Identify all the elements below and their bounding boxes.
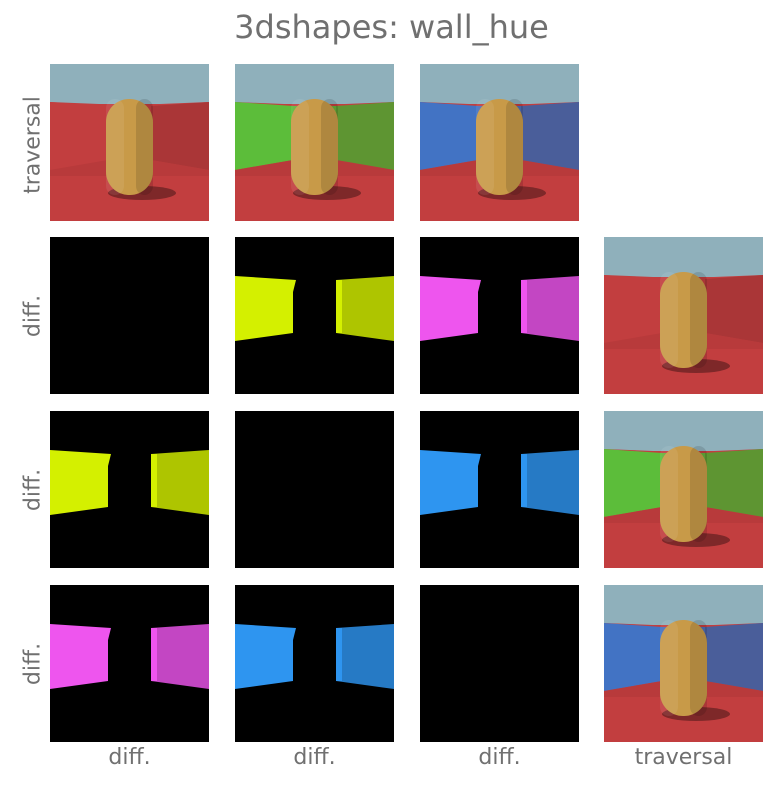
- diff-image-r1-c2: [420, 237, 579, 394]
- diff-image-r1-c1: [235, 237, 394, 394]
- diff-image-r3-c0: [50, 585, 209, 742]
- col-label-2: diff.: [478, 745, 521, 770]
- diff-image-blank-r2-c1: [235, 411, 394, 568]
- diff-image-r2-c0: [50, 411, 209, 568]
- col-label-1: diff.: [293, 745, 336, 770]
- col-label-3: traversal: [634, 745, 733, 770]
- row-label-2: diff.: [20, 468, 46, 512]
- traversal-image-r1-c3: [604, 237, 763, 394]
- diff-image-blank-r1-c0: [50, 237, 209, 394]
- traversal-image-r0-c0: [50, 64, 209, 221]
- row-label-1: diff.: [20, 294, 46, 338]
- diff-image-r3-c1: [235, 585, 394, 742]
- traversal-image-r0-c1: [235, 64, 394, 221]
- diff-image-blank-r3-c2: [420, 585, 579, 742]
- traversal-image-r2-c3: [604, 411, 763, 568]
- figure-title: 3dshapes: wall_hue: [234, 8, 549, 46]
- traversal-image-r3-c3: [604, 585, 763, 742]
- col-label-0: diff.: [108, 745, 151, 770]
- traversal-image-r0-c2: [420, 64, 579, 221]
- row-label-3: diff.: [20, 642, 46, 686]
- diff-image-r2-c2: [420, 411, 579, 568]
- row-label-0: traversal: [20, 96, 46, 194]
